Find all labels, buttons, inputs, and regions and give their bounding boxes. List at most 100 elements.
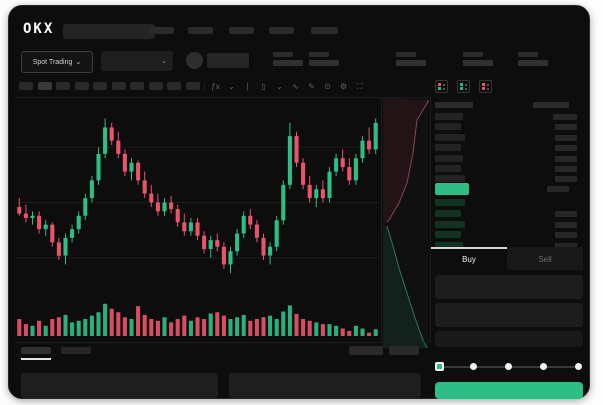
orderbook-ask-row[interactable] (431, 113, 583, 121)
orderbook-bid-row[interactable] (431, 242, 583, 250)
timeframe-button[interactable] (148, 82, 163, 90)
orderbook-ask-row[interactable] (431, 165, 583, 173)
orderbook-col-header-price (435, 102, 473, 108)
amount-placeholder (553, 114, 577, 120)
orderbook-ask-row[interactable] (431, 175, 583, 183)
bottom-tab[interactable] (61, 347, 91, 354)
draw-pencil-icon[interactable]: ✎ (308, 82, 315, 91)
timeframe-button[interactable] (56, 82, 70, 90)
divider (430, 97, 431, 342)
orderbook-ask-row[interactable] (431, 123, 583, 131)
book-combined-icon[interactable] (435, 80, 448, 93)
orderbook-bid-row[interactable] (431, 199, 583, 207)
depth-chart (383, 98, 429, 348)
orderbook-ask-row[interactable] (431, 154, 583, 163)
bottom-action-button[interactable] (389, 346, 419, 355)
active-tab-underline (21, 358, 51, 360)
amount-placeholder (555, 210, 577, 217)
price-placeholder (435, 175, 465, 183)
price-placeholder (435, 165, 461, 172)
pair-name-placeholder (207, 53, 249, 68)
slider-stop[interactable] (575, 363, 582, 370)
price-placeholder (435, 133, 465, 141)
amount-placeholder (555, 166, 577, 172)
amount-input[interactable] (435, 303, 583, 327)
timeframe-button[interactable] (74, 82, 89, 90)
pair-dropdown[interactable]: ⌄ (101, 51, 173, 71)
amount-placeholder (555, 145, 577, 152)
chevron-down-icon: ⌄ (161, 58, 167, 65)
amount-slider[interactable] (435, 362, 582, 371)
buy-submit-button[interactable] (435, 382, 583, 399)
ticker-stat (309, 52, 339, 66)
toolbar-divider: | (246, 82, 249, 91)
chevron-down-icon[interactable]: ⌄ (276, 82, 283, 91)
candlestick-chart (16, 118, 379, 274)
price-placeholder (435, 113, 463, 120)
orderbook-bid-row[interactable] (431, 209, 583, 218)
camera-icon[interactable]: ⊙ (324, 82, 331, 91)
timeframe-button[interactable] (19, 82, 33, 90)
amount-placeholder (555, 243, 577, 250)
price-input[interactable] (435, 275, 583, 299)
settings-gear-icon[interactable]: ⚙ (339, 82, 348, 91)
tab-sell[interactable]: Sell (507, 247, 583, 270)
coin-icon (186, 52, 203, 69)
nav-item[interactable] (269, 27, 294, 34)
price-placeholder (435, 209, 461, 217)
orderbook-bid-row[interactable] (431, 220, 583, 229)
volume-chart (17, 303, 378, 336)
fullscreen-icon[interactable]: ⛶ (356, 82, 363, 91)
search-input[interactable] (63, 24, 155, 39)
timeframe-button[interactable] (111, 82, 126, 90)
tab-buy[interactable]: Buy (431, 247, 507, 270)
chevron-down-icon[interactable]: ⌄ (228, 82, 235, 91)
divider (15, 342, 431, 343)
market-type-label: Spot Trading (32, 58, 73, 66)
nav-item[interactable] (149, 27, 174, 34)
timeframe-button[interactable] (93, 82, 107, 90)
line-tool-icon[interactable]: ∿ (292, 82, 299, 91)
timeframe-button[interactable] (185, 82, 200, 90)
price-placeholder (435, 123, 461, 131)
divider (15, 97, 431, 98)
book-asks-icon[interactable] (479, 80, 492, 93)
price-placeholder (435, 231, 461, 239)
timeframe-button[interactable] (37, 82, 52, 90)
price-placeholder (435, 220, 465, 228)
ticker-stat (518, 52, 548, 66)
orderbook-ask-row[interactable] (431, 133, 583, 142)
orderbook-bid-row[interactable] (431, 231, 583, 239)
bottom-tab-active[interactable] (21, 347, 51, 354)
ticker-stat (463, 52, 493, 66)
bottom-action-button[interactable] (349, 346, 383, 355)
amount-placeholder (555, 232, 577, 239)
ticker-stat (396, 52, 426, 66)
slider-stop[interactable] (505, 363, 512, 370)
slider-stop[interactable] (540, 363, 547, 370)
nav-item[interactable] (229, 27, 254, 34)
last-price-side-bar (547, 186, 569, 192)
sell-tab-label: Sell (538, 255, 552, 264)
chart-tools: ƒx ⌄ | ▯ ⌄ ∿ ✎ ⊙ ⚙ ⛶ (209, 80, 366, 94)
orderbook-ask-row[interactable] (431, 144, 583, 152)
timeframe-button[interactable] (167, 82, 181, 90)
book-bids-icon[interactable] (457, 80, 470, 93)
indicator-fx-icon[interactable]: ƒx (211, 82, 220, 91)
price-placeholder (435, 154, 463, 162)
market-type-dropdown[interactable]: Spot Trading ⌄ (21, 51, 93, 73)
amount-placeholder (555, 155, 577, 162)
orderbook-col-header-amount (533, 102, 569, 108)
toolbar-divider (204, 82, 205, 92)
nav-item[interactable] (311, 27, 338, 34)
slider-handle[interactable] (435, 362, 444, 371)
total-field[interactable] (435, 331, 583, 347)
candle-style-icon[interactable]: ▯ (261, 82, 266, 91)
bottom-panel-right (229, 373, 421, 398)
okx-logo: OKX (23, 21, 55, 37)
slider-stop[interactable] (470, 363, 477, 370)
nav-item[interactable] (188, 27, 213, 34)
timeframe-button[interactable] (130, 82, 144, 90)
chevron-down-icon: ⌄ (75, 59, 82, 66)
